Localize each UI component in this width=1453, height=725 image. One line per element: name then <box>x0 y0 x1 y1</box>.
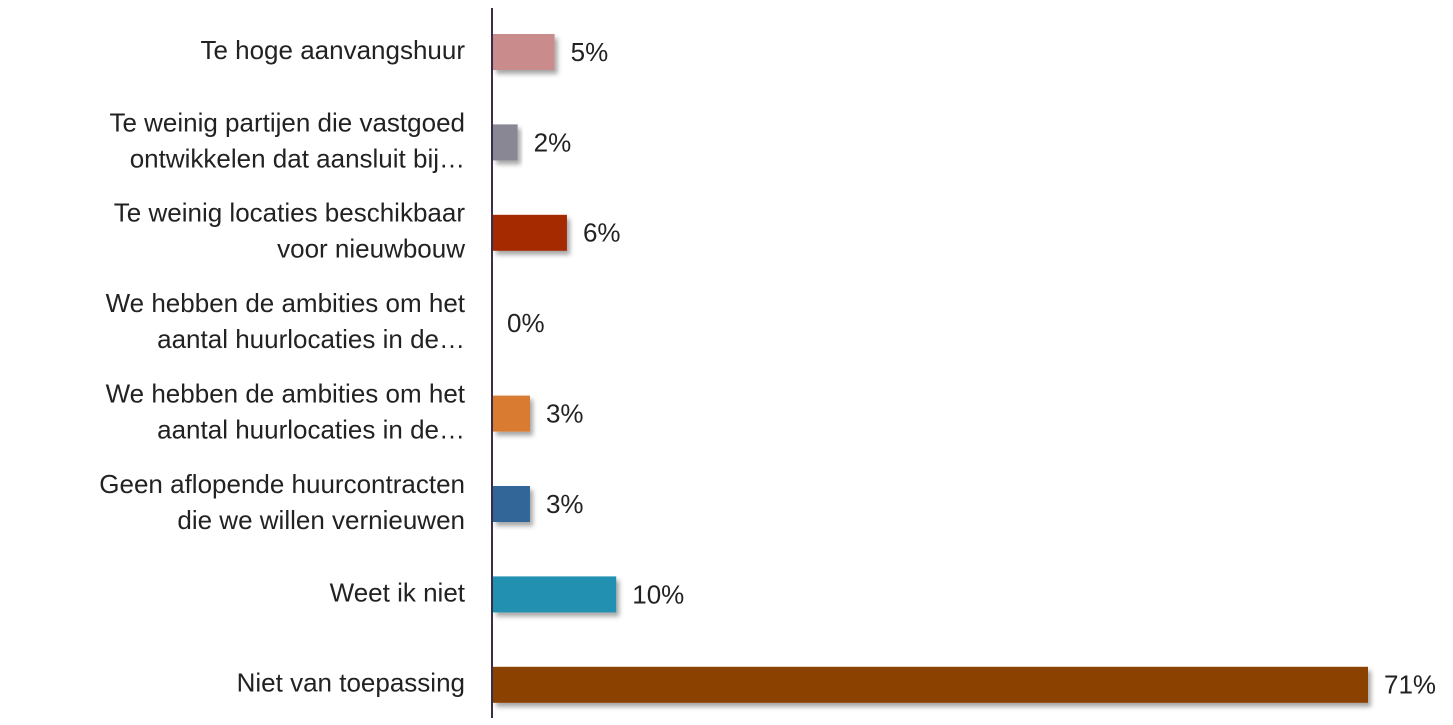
category-label: We hebben de ambities om het <box>106 288 466 318</box>
bar <box>493 666 1368 703</box>
category-label: aantal huurlocaties in de… <box>157 324 465 354</box>
category-label: Te hoge aanvangshuur <box>200 35 465 65</box>
category-label: Te weinig partijen die vastgoed <box>109 107 465 137</box>
category-label: aantal huurlocaties in de… <box>157 414 465 444</box>
value-label: 3% <box>546 398 584 428</box>
value-label: 2% <box>534 127 572 157</box>
category-label: We hebben de ambities om het <box>106 378 466 408</box>
value-label: 3% <box>546 489 584 519</box>
value-label: 71% <box>1384 670 1436 700</box>
bar <box>493 486 530 522</box>
value-label: 6% <box>583 218 621 248</box>
bar <box>493 124 518 161</box>
category-label: Geen aflopende huurcontracten <box>99 469 465 499</box>
bar <box>493 576 617 613</box>
category-label: Weet ik niet <box>330 577 466 607</box>
category-label: Niet van toepassing <box>237 668 465 698</box>
value-label: 0% <box>507 308 545 338</box>
value-label: 5% <box>571 37 609 67</box>
category-label: Te weinig locaties beschikbaar <box>114 198 466 228</box>
category-label: voor nieuwbouw <box>277 234 465 264</box>
bar <box>493 395 530 432</box>
category-label: die we willen vernieuwen <box>177 505 465 535</box>
bar <box>493 34 555 70</box>
value-label: 10% <box>632 579 684 609</box>
bar <box>493 214 567 251</box>
category-label: ontwikkelen dat aansluit bij… <box>130 143 465 173</box>
